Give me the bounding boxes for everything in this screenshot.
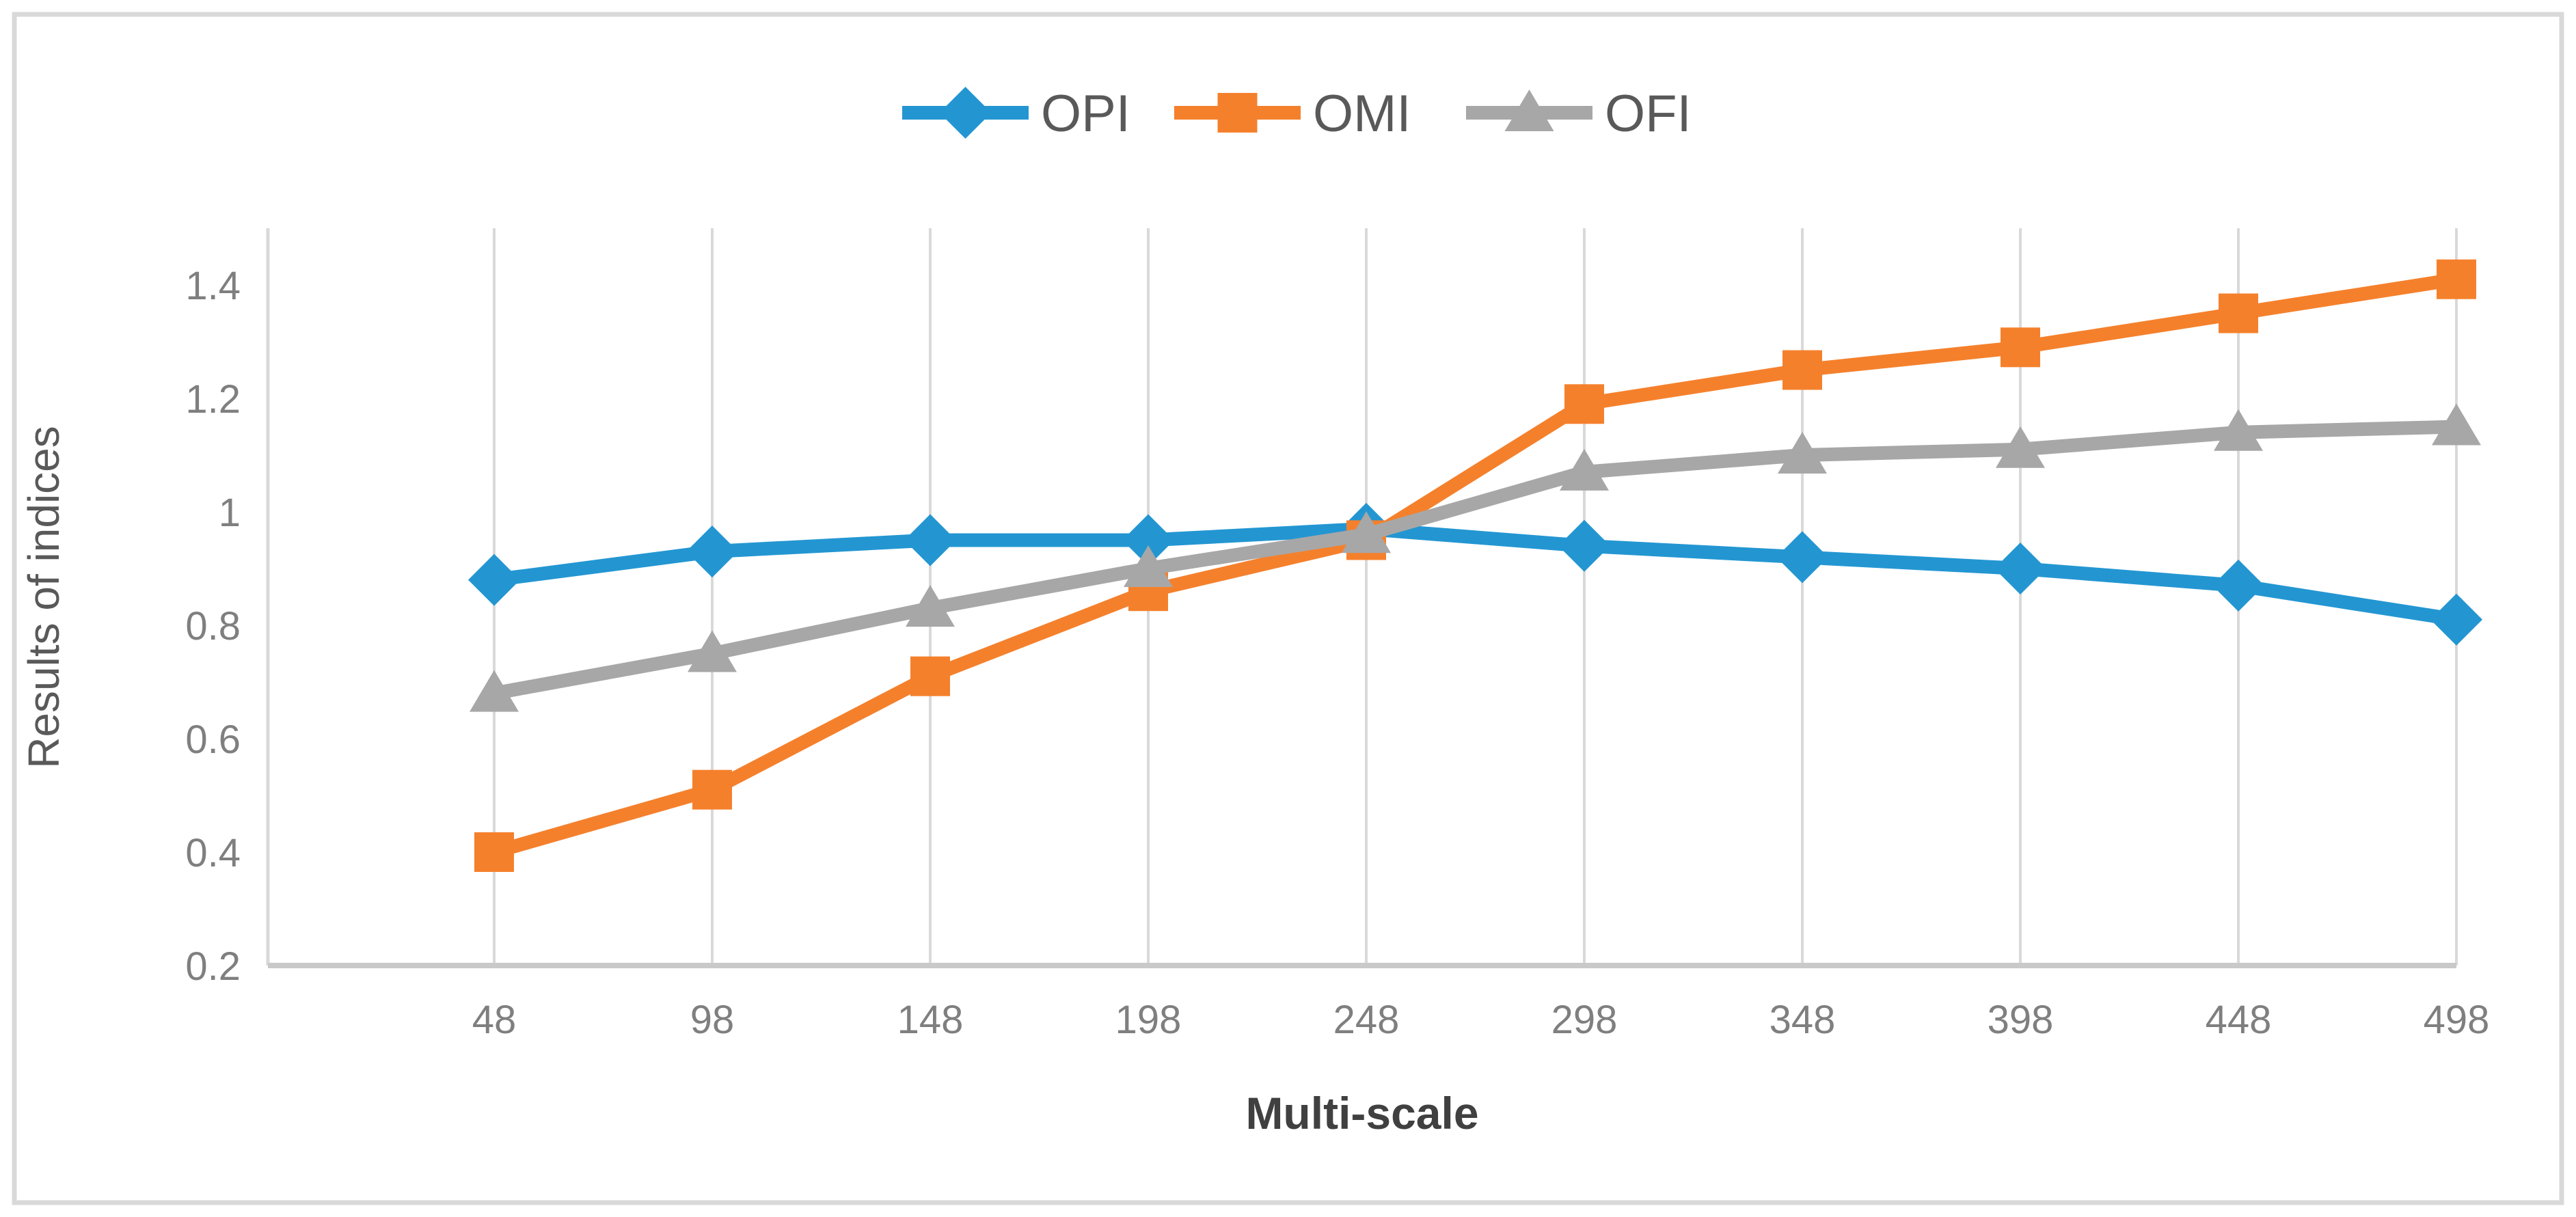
data-point-opi-448: [2212, 559, 2264, 612]
data-point-opi-298: [1558, 519, 1610, 572]
x-tick-labels: 48 98 148 198 248 298 348 398 448 498: [472, 998, 2490, 1042]
data-point-omi-498: [2437, 259, 2476, 299]
data-point-ofi-298: [1560, 448, 1609, 491]
legend-label-opi: OPI: [1041, 85, 1130, 143]
y-tick-labels: 0.2 0.4 0.6 0.8 1 1.2 1.4: [185, 264, 241, 989]
series-omi: [474, 259, 2476, 872]
x-axis-title: Multi-scale: [1245, 1088, 1478, 1138]
series-ofi: [470, 403, 2481, 712]
y-axis-title: Results of indices: [19, 426, 68, 769]
x-tick-label-398: 398: [1988, 998, 2054, 1042]
legend-label-omi: OMI: [1313, 85, 1411, 143]
data-point-omi-148: [910, 656, 950, 696]
data-point-opi-498: [2430, 593, 2482, 646]
data-point-omi-398: [2001, 327, 2040, 368]
x-tick-label-498: 498: [2424, 998, 2490, 1042]
series-opi: [468, 502, 2482, 646]
legend-item-opi: OPI: [902, 85, 1130, 143]
series-line-ofi: [493, 420, 2457, 700]
legend-item-ofi: OFI: [1466, 85, 1692, 143]
x-tick-label-298: 298: [1551, 998, 1618, 1042]
data-point-ofi-498: [2432, 403, 2481, 446]
series-line-opi: [493, 521, 2458, 627]
data-point-ofi-398: [1996, 426, 2045, 468]
y-tick-label-0.8: 0.8: [185, 604, 241, 648]
legend-item-omi: OMI: [1174, 85, 1411, 143]
legend-marker-opi: [939, 87, 992, 139]
legend-label-ofi: OFI: [1605, 85, 1692, 143]
data-point-opi-348: [1776, 531, 1828, 584]
data-point-opi-98: [686, 525, 738, 578]
data-point-ofi-98: [688, 630, 737, 672]
data-point-omi-298: [1564, 384, 1604, 424]
y-tick-label-0.6: 0.6: [185, 717, 241, 762]
data-point-opi-398: [1994, 543, 2046, 594]
data-point-ofi-348: [1778, 432, 1827, 474]
x-tick-label-248: 248: [1333, 998, 1400, 1042]
x-tick-label-448: 448: [2206, 998, 2272, 1042]
legend-marker-ofi: [1504, 90, 1554, 131]
x-tick-label-98: 98: [690, 998, 735, 1042]
legend: OPI OMI OFI: [902, 85, 1692, 143]
y-tick-label-0.4: 0.4: [185, 831, 241, 875]
data-point-ofi-448: [2214, 409, 2263, 451]
y-tick-label-1.2: 1.2: [185, 377, 241, 422]
data-point-omi-448: [2219, 293, 2258, 333]
figure-border: [12, 12, 2564, 1205]
data-point-ofi-148: [906, 585, 955, 627]
data-point-ofi-248: [1342, 511, 1391, 553]
data-point-opi-48: [468, 553, 520, 606]
y-tick-label-1: 1: [219, 491, 241, 535]
series-group: [468, 259, 2482, 872]
data-point-opi-148: [904, 514, 956, 566]
data-point-omi-48: [474, 832, 514, 872]
data-point-ofi-48: [470, 670, 519, 712]
y-tick-label-1.4: 1.4: [185, 264, 241, 308]
x-tick-label-148: 148: [897, 998, 964, 1042]
data-point-omi-98: [692, 769, 732, 810]
axes: [266, 228, 2456, 968]
series-line-omi: [492, 272, 2458, 859]
x-tick-label-348: 348: [1770, 998, 1836, 1042]
y-tick-label-0.2: 0.2: [185, 944, 241, 989]
data-point-omi-348: [1782, 350, 1822, 390]
x-tick-label-198: 198: [1115, 998, 1182, 1042]
data-point-ofi-198: [1124, 545, 1173, 587]
x-tick-label-48: 48: [472, 998, 517, 1042]
legend-marker-omi: [1217, 93, 1258, 133]
data-point-opi-198: [1122, 514, 1174, 566]
